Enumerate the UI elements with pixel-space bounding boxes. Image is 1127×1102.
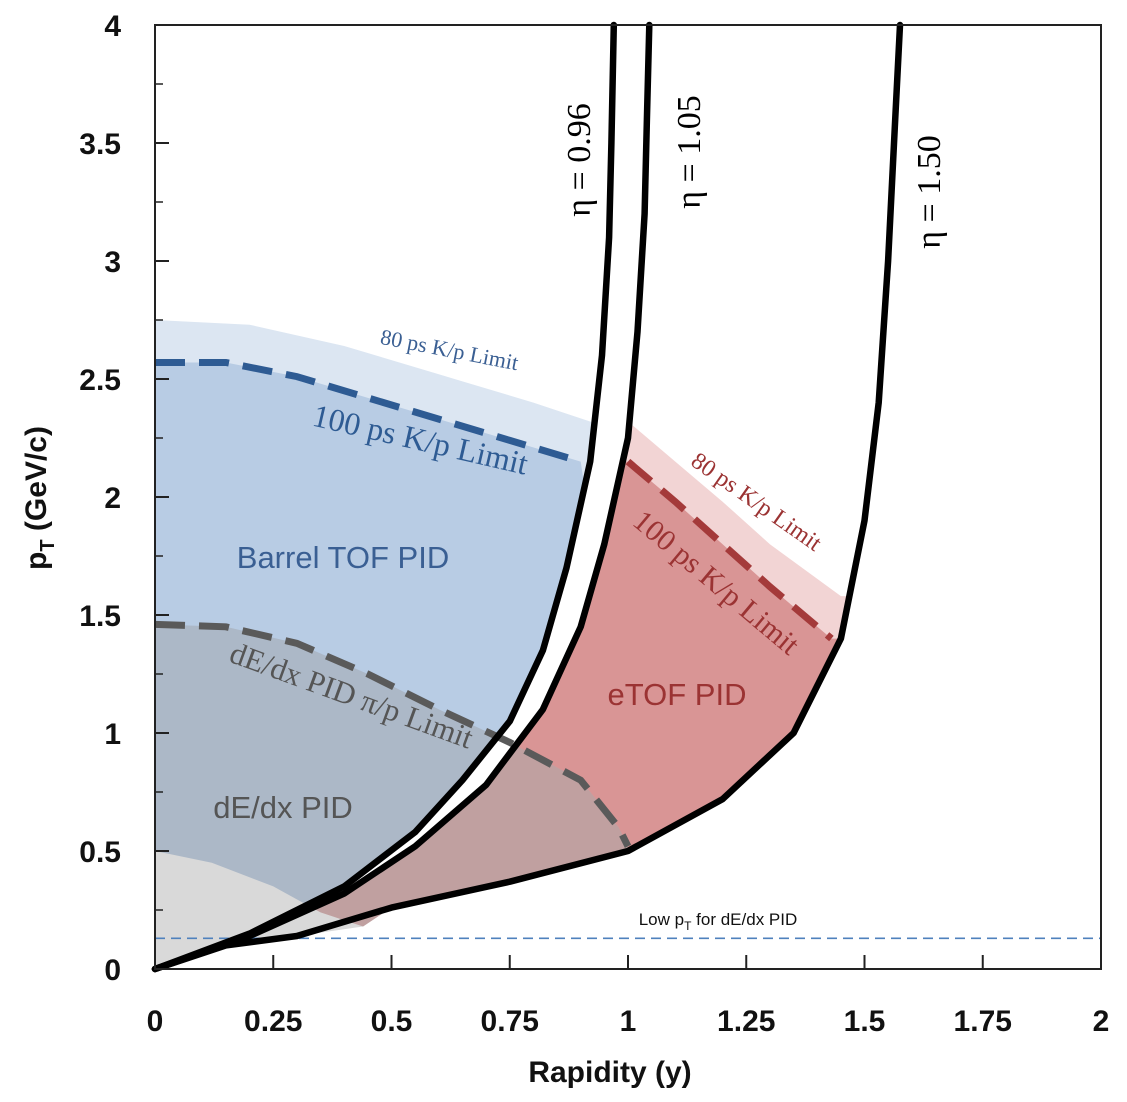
etof-label: eTOF PID (608, 677, 747, 712)
eta-150-label: η = 1.50 (911, 135, 948, 248)
x-tick-label: 0 (147, 1005, 164, 1038)
y-tick-label: 3 (104, 246, 121, 279)
tick-labels: 0 0.25 0.5 0.75 1 1.25 1.5 1.75 2 0 0.5 1 1.5 2 2.5 3 3.… (79, 10, 1109, 1038)
x-tick-label: 1.25 (717, 1005, 775, 1038)
barrel-tof-label: Barrel TOF PID (237, 540, 449, 575)
x-tick-label: 0.75 (481, 1005, 539, 1038)
x-tick-label: 0.25 (244, 1005, 302, 1038)
x-tick-label: 1.75 (954, 1005, 1012, 1038)
y-tick-label: 4 (104, 10, 121, 43)
eta-096-curve (151, 21, 618, 973)
x-tick-label: 1.5 (844, 1005, 886, 1038)
x-tick-label: 2 (1093, 1005, 1110, 1038)
eta-105-label: η = 1.05 (671, 95, 708, 208)
y-axis-title-subscript: T (37, 539, 59, 551)
y-tick-label: 2 (104, 482, 121, 515)
curves-layer (151, 21, 1101, 973)
y-axis-title: pT (GeV/c) (20, 426, 59, 570)
dedx-low-region (155, 851, 364, 969)
plot-frame (154, 24, 1102, 970)
dedx-limit-dashed-line (154, 620, 632, 848)
y-tick-label: 0.5 (79, 836, 121, 869)
low-pt-label: Low pT for dE/dx PID (639, 910, 798, 933)
dedx-region (155, 624, 628, 969)
y-tick-label: 1.5 (79, 600, 121, 633)
eta-105-curve (151, 21, 653, 973)
barrel-100ps-dashed-line (155, 359, 582, 465)
y-tick-label: 1 (104, 718, 121, 751)
dedx-label: dE/dx PID (213, 790, 353, 825)
regions-layer (155, 25, 850, 969)
y-tick-label: 2.5 (79, 364, 121, 397)
x-axis-title: Rapidity (y) (528, 1056, 691, 1089)
y-tick-label: 0 (104, 954, 121, 987)
eta-150-curve (151, 21, 904, 973)
x-tick-label: 1 (620, 1005, 637, 1038)
y-tick-label: 3.5 (79, 128, 121, 161)
eta-096-label: η = 0.96 (561, 103, 598, 216)
x-tick-label: 0.5 (371, 1005, 413, 1038)
overlap-region (270, 742, 628, 927)
